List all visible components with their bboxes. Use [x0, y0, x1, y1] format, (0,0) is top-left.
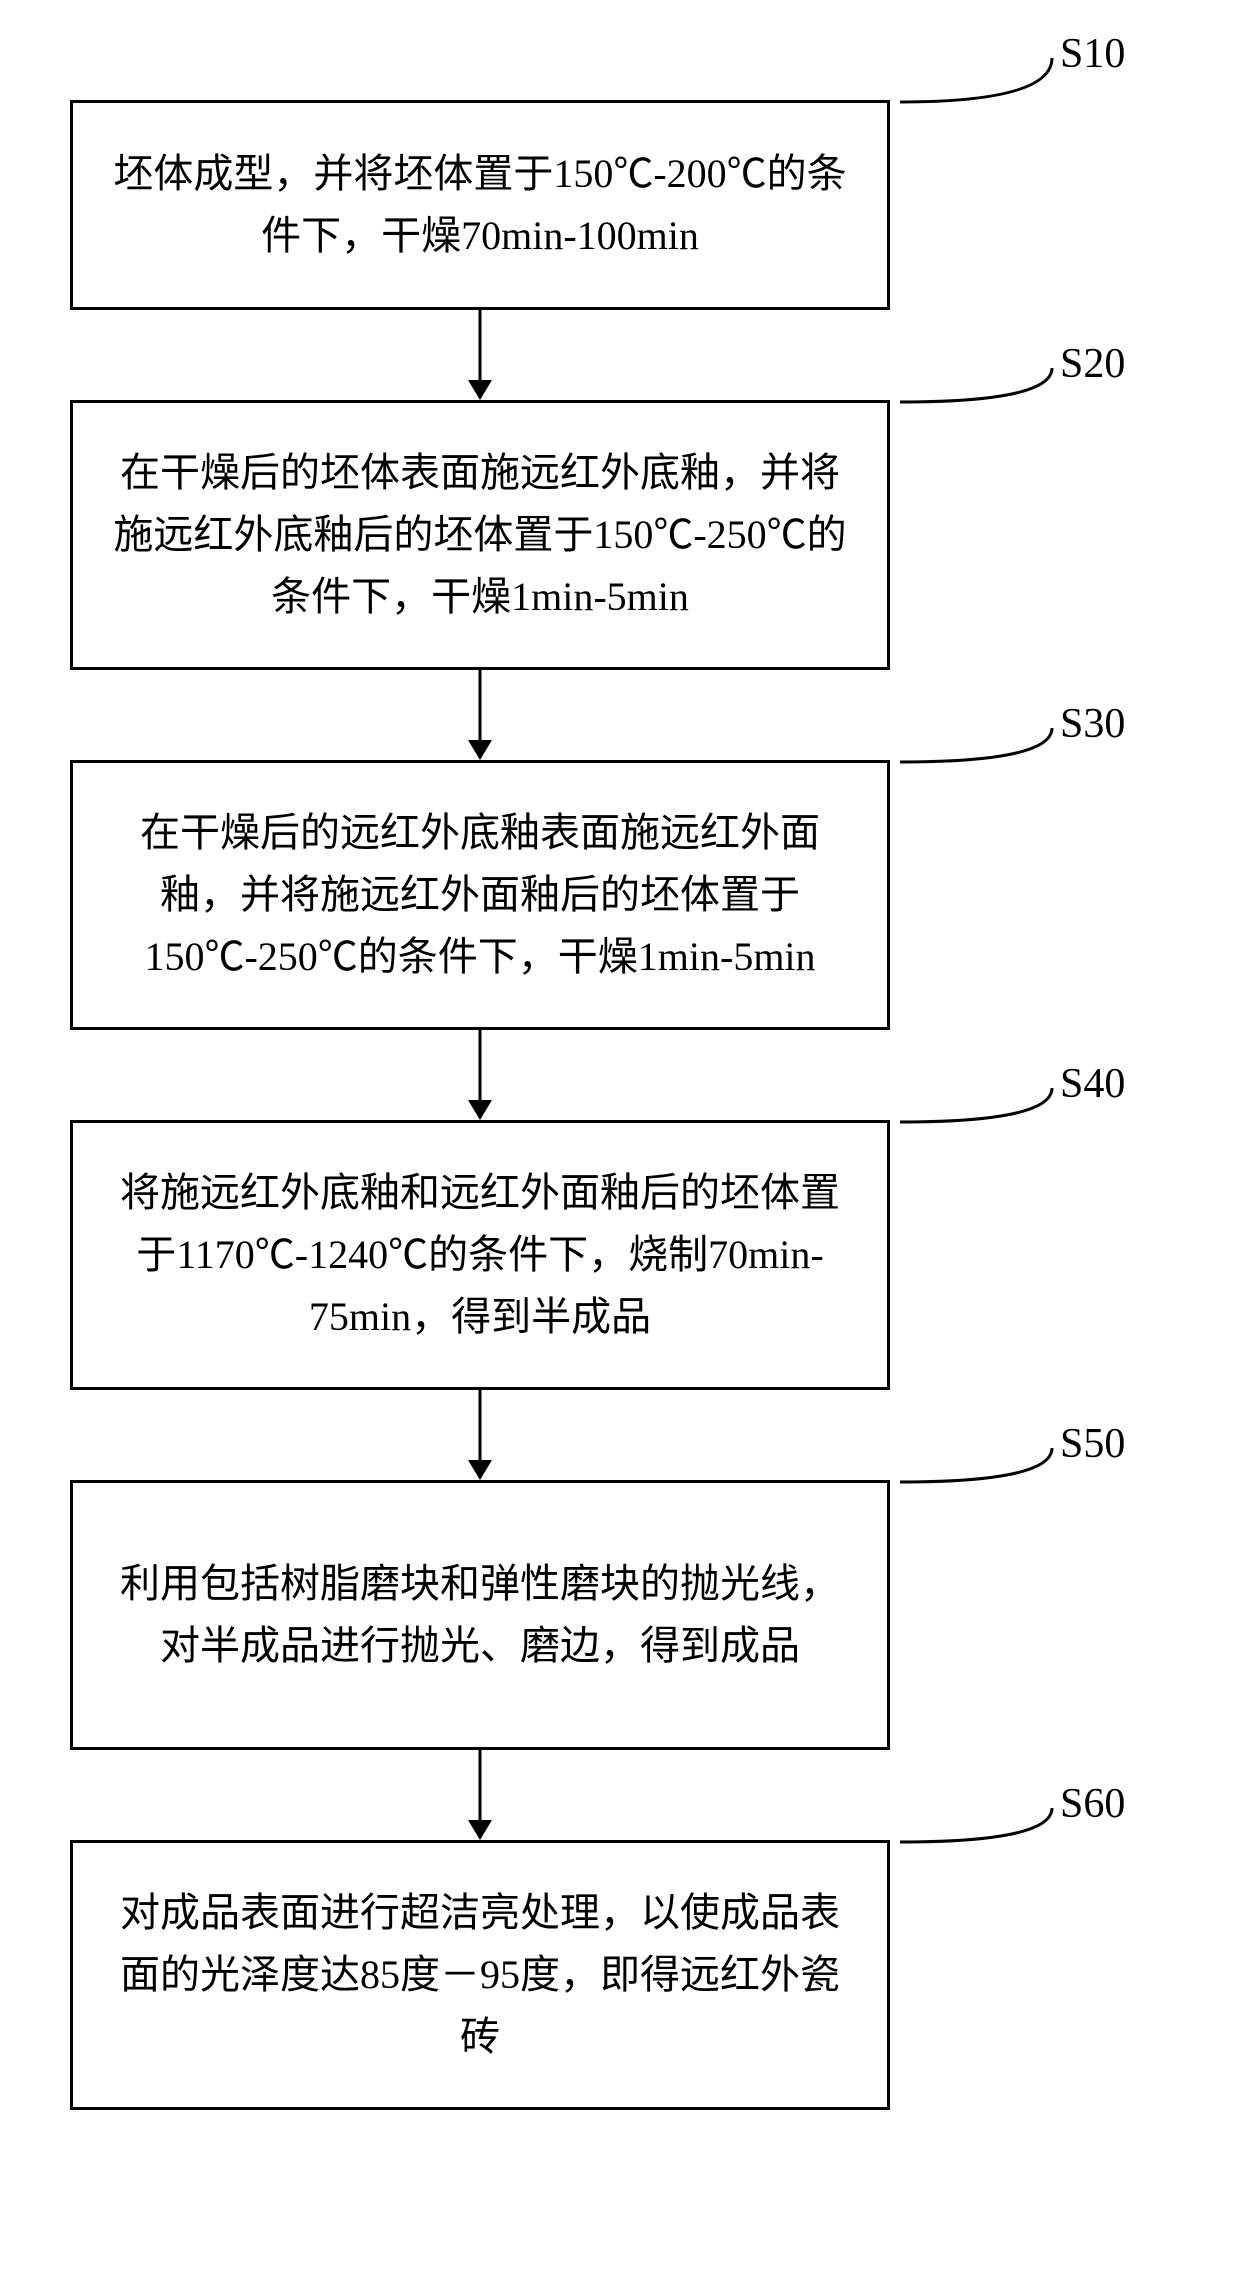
connector-s60 — [0, 0, 1240, 2277]
flowchart-canvas: 坯体成型，并将坯体置于150℃-200℃的条件下，干燥70min-100minS… — [0, 0, 1240, 2277]
